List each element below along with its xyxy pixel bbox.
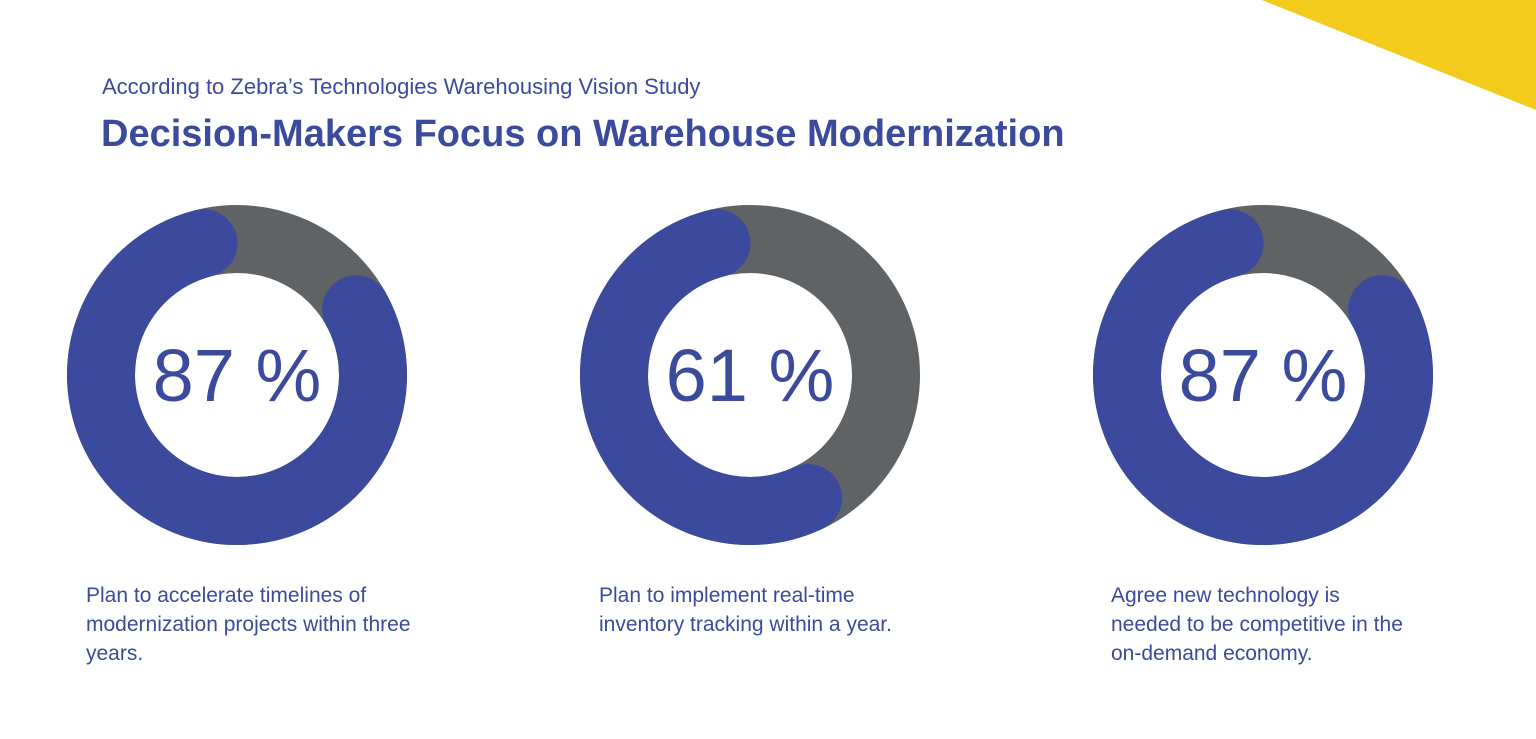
donut-3-value-arc xyxy=(1093,205,1433,545)
donut-chart-3: 87 % xyxy=(1092,204,1434,546)
caption-3: Agree new technology is needed to be com… xyxy=(1111,584,1403,665)
donut-chart-3-svg xyxy=(1093,205,1433,545)
donut-2-value-arc xyxy=(580,205,920,545)
donut-chart-2: 61 % xyxy=(579,204,921,546)
donut-2-percent-label: 61 % xyxy=(665,333,835,417)
donut-1-value-arc xyxy=(67,205,407,545)
donut-chart-1: 87 % xyxy=(66,204,408,546)
donut-1-percent-label: 87 % xyxy=(152,333,322,417)
page-title: Decision-Makers Focus on Warehouse Moder… xyxy=(101,113,1065,155)
yellow-corner-triangle xyxy=(1262,0,1536,110)
donut-chart-1-svg xyxy=(67,205,407,545)
donut-chart-2-svg xyxy=(580,205,920,545)
donut-3-percent-label: 87 % xyxy=(1178,333,1348,417)
caption-1: Plan to accelerate timelines of moderniz… xyxy=(86,584,411,665)
caption-2: Plan to implement real-time inventory tr… xyxy=(599,584,892,636)
page-subtitle: According to Zebra’s Technologies Wareho… xyxy=(102,74,701,99)
